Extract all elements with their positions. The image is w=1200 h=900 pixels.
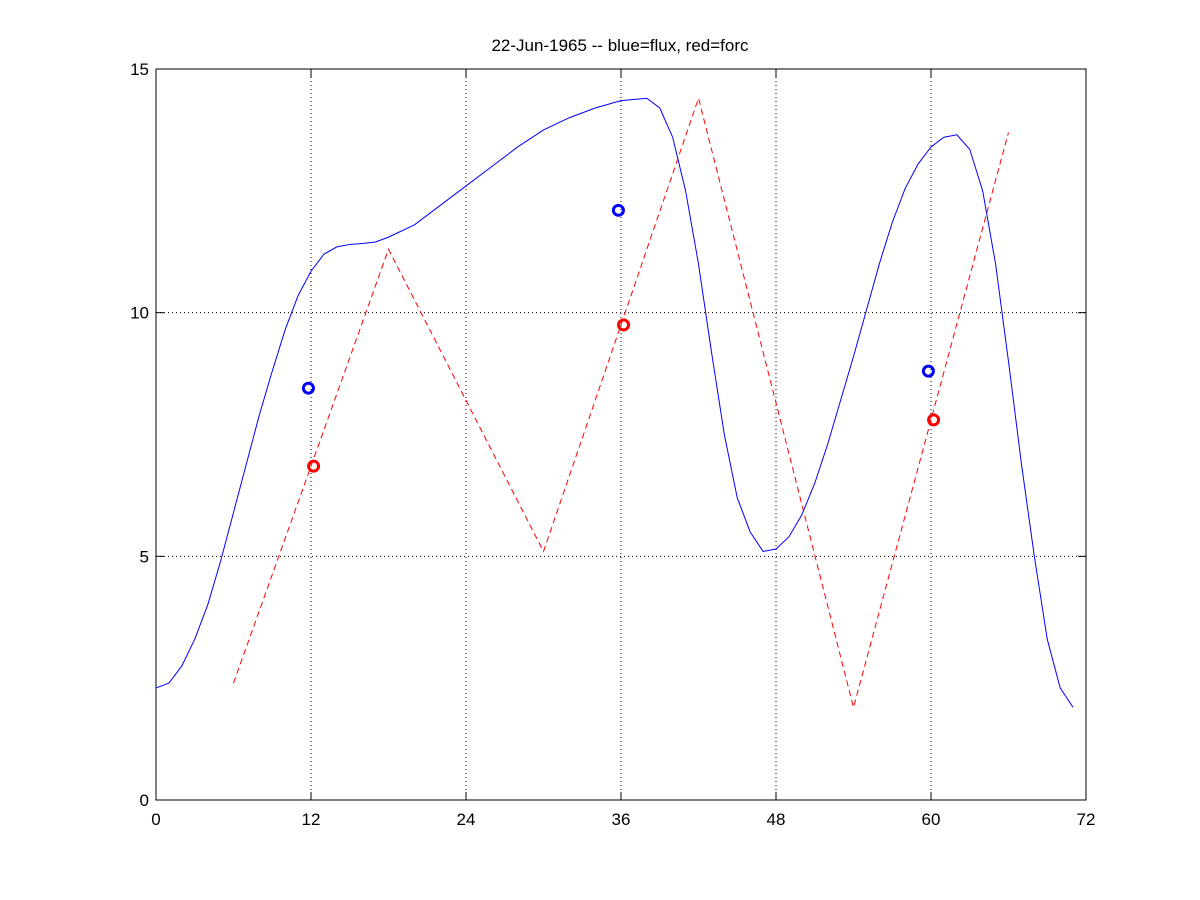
x-tick-label: 12 <box>302 810 321 829</box>
x-tick-label: 0 <box>151 810 160 829</box>
flux-marker <box>301 381 315 395</box>
plot-area: 0 12 24 36 48 60 72 0 5 10 15 <box>130 60 1095 829</box>
flux-marker <box>611 203 625 217</box>
forc-marker <box>927 413 941 427</box>
forc-marker <box>307 459 321 473</box>
x-tick-label: 36 <box>612 810 631 829</box>
flux-marker <box>921 364 935 378</box>
y-tick-label: 0 <box>140 791 149 810</box>
x-tick-label: 60 <box>922 810 941 829</box>
chart-title: 22-Jun-1965 -- blue=flux, red=forc <box>491 36 749 55</box>
y-tick-label: 15 <box>130 60 149 79</box>
flux-solid-line <box>155 97 1074 708</box>
y-tick-label: 10 <box>130 304 149 323</box>
forc-dashed-line <box>233 96 1009 710</box>
x-tick-label: 72 <box>1077 810 1096 829</box>
forc-marker <box>617 318 631 332</box>
x-tick-label: 48 <box>767 810 786 829</box>
x-tick-label: 24 <box>457 810 476 829</box>
y-tick-label: 5 <box>140 547 149 566</box>
